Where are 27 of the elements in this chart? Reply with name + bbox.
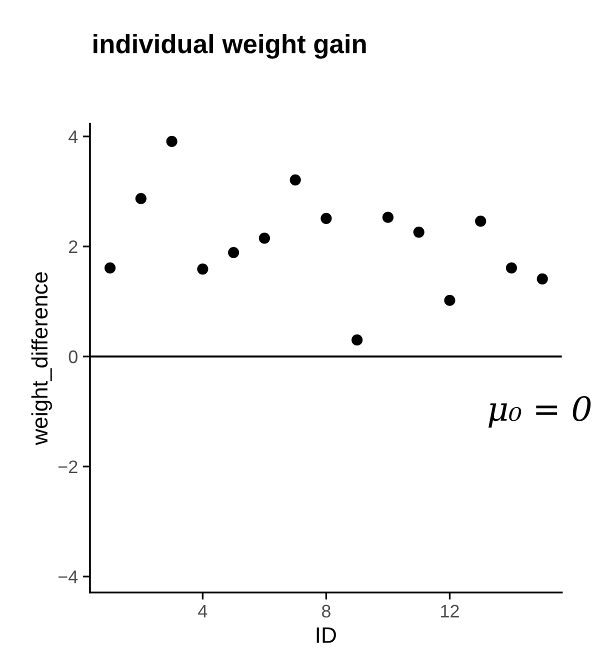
- x-tick-label: 12: [441, 604, 459, 618]
- ref-line-label: μ₀ = 0: [488, 396, 591, 428]
- x-axis-title: ID: [316, 628, 336, 643]
- point: [228, 246, 240, 258]
- y-tick-label: −2: [58, 460, 78, 474]
- point: [135, 193, 146, 204]
- point: [536, 273, 548, 284]
- point: [506, 262, 518, 274]
- point: [290, 174, 301, 186]
- point: [382, 212, 394, 223]
- y-tick-label: 4: [68, 130, 78, 143]
- point: [258, 232, 270, 244]
- point: [166, 136, 178, 147]
- point: [444, 294, 456, 306]
- point: [413, 226, 424, 238]
- point: [352, 334, 363, 346]
- y-axis-title: weight_difference: [31, 272, 52, 446]
- y-tick-label: −4: [58, 570, 78, 584]
- y-tick-label: 0: [68, 350, 78, 364]
- point: [320, 212, 332, 224]
- y-tick-label: 2: [69, 240, 78, 254]
- point: [475, 216, 486, 227]
- point: [197, 263, 208, 275]
- x-tick-label: 8: [322, 604, 330, 618]
- chart-title: individual weight gain: [94, 34, 366, 59]
- x-tick-label: 4: [198, 604, 208, 618]
- point: [104, 262, 116, 274]
